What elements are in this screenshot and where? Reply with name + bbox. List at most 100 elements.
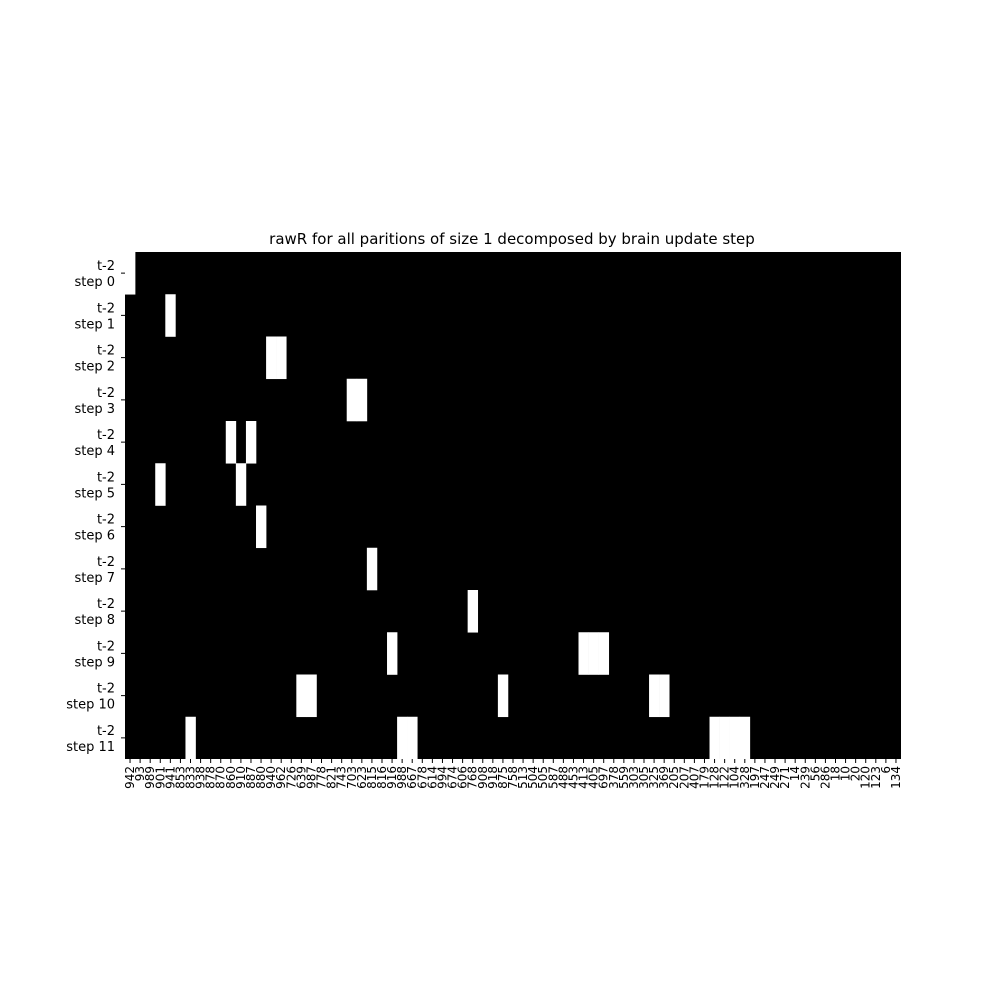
heatmap-cell (497, 674, 509, 718)
x-tick-label: 123 (869, 766, 883, 789)
y-tick-label: t-2 step 3 (74, 386, 115, 417)
x-tick-label: 901 (153, 766, 167, 789)
x-tick-label: 778 (315, 766, 329, 789)
heatmap-cell (598, 632, 610, 675)
x-axis: 9429398990194185383393887887086091088788… (123, 759, 903, 789)
x-tick-label: 407 (687, 766, 701, 789)
heatmap-cell (366, 547, 378, 591)
heatmap-cell (467, 590, 479, 633)
y-tick-label-line2: step 11 (66, 740, 115, 755)
y-tick-label-line1: t-2 (97, 259, 115, 274)
x-tick-label: 870 (214, 766, 228, 789)
x-tick-label: 513 (516, 766, 530, 789)
y-tick-label: t-2 step 1 (74, 301, 115, 332)
x-tick-label: 504 (526, 766, 540, 789)
x-tick-label: 853 (173, 766, 187, 789)
x-tick-label: 303 (627, 766, 641, 789)
heatmap-cell (578, 632, 589, 675)
heatmap-background (125, 252, 901, 759)
heatmap-cell (397, 716, 408, 760)
y-tick-label-line1: t-2 (97, 301, 115, 316)
heatmap-cell (296, 674, 307, 718)
heatmap-cell (256, 505, 267, 549)
y-tick-label-line1: t-2 (97, 513, 115, 528)
y-tick-label: t-2 step 0 (74, 259, 115, 290)
heatmap-cell (729, 716, 741, 760)
x-tick-label: 10 (839, 766, 853, 781)
x-tick-label: 122 (718, 766, 732, 789)
x-tick-label: 18 (828, 766, 842, 781)
x-tick-label: 726 (284, 766, 298, 789)
y-tick-label-line2: step 9 (74, 655, 115, 670)
x-tick-label: 875 (496, 766, 510, 789)
heatmap-cell (266, 336, 277, 380)
y-tick-label-line2: step 5 (74, 486, 115, 501)
y-tick-label-line1: t-2 (97, 344, 115, 359)
x-tick-label: 325 (647, 766, 661, 789)
x-tick-label: 940 (264, 766, 278, 789)
x-tick-label: 56 (808, 766, 822, 781)
x-tick-label: 197 (748, 766, 762, 789)
x-tick-label: 179 (697, 766, 711, 789)
x-tick-label: 614 (425, 766, 439, 789)
x-tick-label: 938 (194, 766, 208, 789)
x-tick-label: 606 (456, 766, 470, 789)
y-tick-label: t-2 step 5 (74, 470, 115, 501)
x-tick-label: 667 (405, 766, 419, 789)
y-tick-label: t-2 step 4 (74, 428, 115, 459)
x-tick-label: 305 (637, 766, 651, 789)
heatmap-cell (346, 378, 358, 422)
x-tick-label: 768 (466, 766, 480, 789)
x-tick-label: 587 (546, 766, 560, 789)
x-tick-label: 916 (385, 766, 399, 789)
x-tick-label: 14 (788, 766, 802, 781)
heatmap-cell (306, 674, 317, 718)
x-tick-label: 488 (556, 766, 570, 789)
y-tick-label-line2: step 3 (74, 402, 115, 417)
x-tick-label: 249 (768, 766, 782, 789)
y-tick-label-line1: t-2 (97, 724, 115, 739)
y-tick-label: t-2 step 2 (74, 344, 115, 375)
y-tick-label: t-2 step 6 (74, 513, 115, 544)
x-tick-label: 758 (506, 766, 520, 789)
x-tick-label: 942 (123, 766, 137, 789)
x-tick-label: 697 (597, 766, 611, 789)
heatmap-cell (235, 463, 247, 506)
x-tick-label: 994 (435, 766, 449, 789)
heatmap-cell (125, 252, 136, 295)
y-tick-label: t-2 step 10 (66, 682, 115, 713)
y-tick-label: t-2 step 11 (66, 724, 115, 755)
heatmap-cell (245, 421, 257, 464)
y-tick-label-line2: step 8 (74, 613, 115, 628)
y-tick-label: t-2 step 9 (74, 639, 115, 670)
heatmap-cell (719, 716, 730, 760)
x-tick-label: 821 (325, 766, 339, 789)
y-tick-label-line2: step 6 (74, 529, 115, 544)
chart-title: rawR for all paritions of size 1 decompo… (269, 230, 755, 248)
x-tick-label: 134 (889, 766, 903, 789)
x-tick-label: 247 (758, 766, 772, 789)
x-tick-label: 639 (294, 766, 308, 789)
heatmap-cell (155, 463, 166, 506)
x-tick-label: 328 (738, 766, 752, 789)
x-tick-label: 816 (375, 766, 389, 789)
x-tick-label: 678 (415, 766, 429, 789)
y-tick-label-line1: t-2 (97, 470, 115, 485)
x-tick-label: 239 (798, 766, 812, 789)
x-tick-label: 128 (708, 766, 722, 789)
x-tick-label: 880 (254, 766, 268, 789)
x-tick-label: 941 (163, 766, 177, 789)
x-tick-label: 207 (677, 766, 691, 789)
y-tick-label-line2: step 10 (66, 698, 115, 713)
x-tick-label: 815 (365, 766, 379, 789)
x-tick-label: 908 (476, 766, 490, 789)
x-tick-label: 505 (536, 766, 550, 789)
x-tick-label: 205 (667, 766, 681, 789)
heatmap-cell (709, 716, 720, 760)
x-tick-label: 120 (859, 766, 873, 789)
x-tick-label: 674 (446, 766, 460, 789)
y-tick-label-line2: step 4 (74, 444, 115, 459)
x-tick-label: 989 (143, 766, 157, 789)
x-tick-label: 988 (395, 766, 409, 789)
